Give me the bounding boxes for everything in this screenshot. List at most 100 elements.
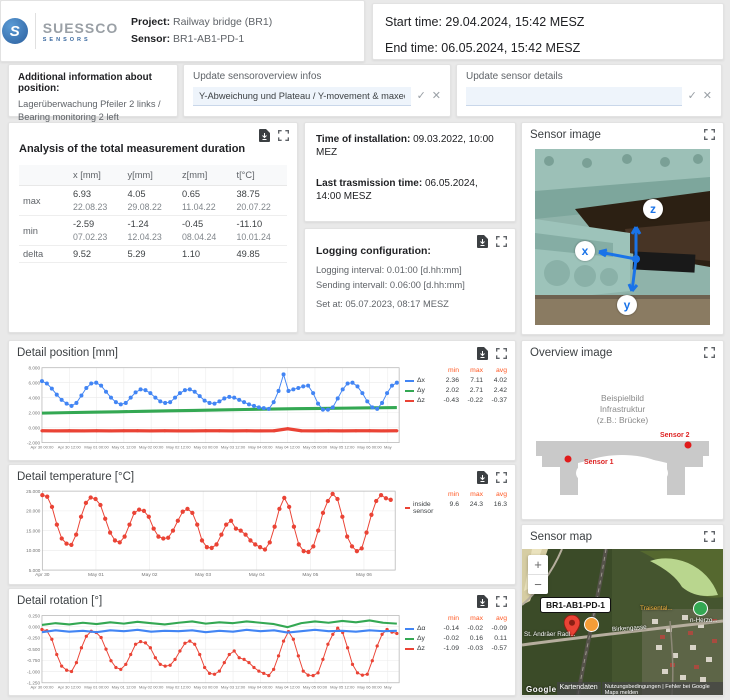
close-icon[interactable]: ✕: [702, 90, 712, 102]
svg-text:May 05 12:00: May 05 12:00: [330, 444, 355, 449]
legend-min: 2.36: [445, 377, 459, 384]
close-icon[interactable]: ✕: [431, 90, 441, 102]
legend-stat-header: min: [448, 367, 459, 374]
map-canvas[interactable]: + − BR1-AB1-PD-1 St. Andräer Radl... Bir…: [522, 549, 723, 695]
logo-divider: [34, 13, 36, 49]
sending-interval: Sending intervall: 0.06:00 [d.hh:mm]: [316, 280, 465, 290]
map-label-poi: Traisental...: [640, 605, 673, 612]
detail-temperature-card: Detail temperature [°C] 25.000 20.000 15.0…: [8, 464, 516, 585]
expand-icon[interactable]: [704, 531, 715, 542]
analysis-cell: 1.10: [182, 249, 201, 259]
analysis-cell: 9.52: [73, 249, 92, 259]
expand-icon[interactable]: [496, 596, 507, 607]
map-terms-link[interactable]: Nutzungsbedingungen | Fehler bei Google …: [601, 682, 723, 695]
svg-text:20.000: 20.000: [26, 509, 41, 514]
map-pin-icon[interactable]: [564, 615, 580, 637]
sensor-line: Sensor: BR1-AB1-PD-1: [131, 31, 272, 48]
overview-image-card: Overview image Beispielbild Infrastruktu…: [521, 340, 724, 520]
sensor-photo: z x y: [535, 149, 710, 325]
expand-icon[interactable]: [496, 472, 507, 483]
analysis-cell: 38.75 20.07.22: [236, 189, 271, 212]
sensor-pin-label[interactable]: BR1-AB1-PD-1: [540, 597, 612, 613]
axis-z-label: z: [643, 199, 663, 219]
place-pin-icon[interactable]: [693, 601, 708, 616]
svg-text:-0.500: -0.500: [27, 647, 40, 652]
expand-icon[interactable]: [496, 348, 507, 359]
poi-pin-icon[interactable]: [584, 617, 599, 632]
brand-name: SUESSCO: [42, 19, 119, 36]
legend-max: 2.71: [469, 387, 483, 394]
legend-series-label: Δy: [405, 387, 435, 394]
analysis-cell: 5.29: [127, 249, 146, 259]
analysis-col-header: x [mm]: [69, 165, 124, 186]
zoom-out-button[interactable]: −: [534, 577, 542, 592]
svg-text:-2.000: -2.000: [27, 440, 40, 445]
svg-text:6.000: 6.000: [29, 380, 41, 385]
svg-text:May 04: May 04: [249, 572, 265, 578]
file-export-icon[interactable]: [259, 129, 270, 142]
svg-text:May 02 00:00: May 02 00:00: [139, 444, 164, 449]
svg-text:Apr 30 00:00: Apr 30 00:00: [30, 685, 54, 690]
svg-text:Apr 30: Apr 30: [35, 572, 50, 578]
analysis-cell: -0.45 08.04.24: [182, 219, 217, 242]
map-zoom-control: + −: [528, 555, 548, 594]
legend-stat-header: avg: [496, 491, 507, 498]
sensor-image-card: Sensor image z x y: [521, 122, 724, 335]
analysis-col-header: t[°C]: [232, 165, 287, 186]
svg-text:-1.250: -1.250: [27, 680, 40, 685]
sensor2-dot[interactable]: [684, 441, 692, 449]
svg-text:May 05 12:00: May 05 12:00: [330, 685, 355, 690]
legend-series-label: inside sensor: [405, 501, 435, 515]
svg-text:25.000: 25.000: [26, 489, 41, 494]
update-details-input[interactable]: [466, 87, 682, 106]
svg-text:May: May: [384, 444, 392, 449]
svg-text:2.000: 2.000: [29, 410, 41, 415]
detail-rotation-card: Detail rotation [°] 0.250 0.000 -0.250 -0.5…: [8, 588, 516, 696]
analysis-title: Analysis of the total measurement durati…: [19, 143, 246, 155]
file-export-icon[interactable]: [477, 347, 488, 360]
analysis-row-label: max: [23, 195, 41, 206]
overview-image-title: Overview image: [530, 347, 613, 359]
expand-icon[interactable]: [496, 236, 507, 247]
svg-text:May 01 12:00: May 01 12:00: [112, 685, 137, 690]
rotation-chart: 0.250 0.000 -0.250 -0.500 -0.750 -1.000 -1.250…: [27, 613, 400, 690]
file-export-icon[interactable]: [477, 595, 488, 608]
update-overview-input[interactable]: [193, 87, 411, 106]
installation-time-value: 09.03.2022, 10:00 MEZ: [316, 134, 494, 158]
temperature-legend: min max avg inside sensor 9.6 24.3 16.3: [405, 491, 507, 584]
svg-text:May 03 12:00: May 03 12:00: [221, 685, 246, 690]
svg-text:May 01 00:00: May 01 00:00: [84, 444, 109, 449]
sensor-value: BR1-AB1-PD-1: [173, 33, 245, 45]
analysis-table: x [mm] y[mm] z[mm] t[°C] max 6.93 22.08.23 4.05…: [19, 165, 287, 263]
expand-icon[interactable]: [704, 347, 715, 358]
end-time: End time: 06.05.2024, 15:42 MESZ: [385, 41, 581, 55]
project-value: Railway bridge (BR1): [173, 16, 273, 28]
expand-icon[interactable]: [278, 130, 289, 141]
file-export-icon[interactable]: [477, 235, 488, 248]
confirm-icon[interactable]: ✓: [687, 90, 697, 102]
svg-text:May: May: [384, 685, 392, 690]
sensor-map-title: Sensor map: [530, 531, 593, 543]
legend-min: -0.43: [443, 397, 460, 404]
additional-info-value-line1: Lagerüberwachung Pfeiler 2 links /: [18, 99, 161, 109]
confirm-icon[interactable]: ✓: [416, 90, 426, 102]
legend-series-label: Δz: [405, 397, 435, 404]
file-export-icon[interactable]: [477, 471, 488, 484]
svg-text:15.000: 15.000: [26, 528, 41, 533]
analysis-card: Analysis of the total measurement durati…: [8, 122, 298, 333]
legend-series-label: Δy: [405, 635, 435, 642]
svg-text:5.000: 5.000: [29, 568, 41, 573]
legend-max: -0.03: [467, 645, 484, 652]
zoom-in-button[interactable]: +: [534, 557, 542, 572]
svg-text:10.000: 10.000: [26, 548, 41, 553]
overview-caption: Beispielbild Infrastruktur (z.B.: Brücke…: [522, 393, 723, 426]
svg-text:May 01 00:00: May 01 00:00: [84, 685, 109, 690]
series-color-dash: [405, 627, 414, 630]
svg-text:May 06 00:00: May 06 00:00: [357, 444, 382, 449]
series-color-dash: [405, 379, 414, 382]
map-attribution: Google Kartendaten Nutzungsbedingungen |…: [522, 682, 723, 695]
expand-icon[interactable]: [704, 129, 715, 140]
last-transmission-value: 06.05.2024, 14:00 MESZ: [316, 178, 478, 202]
sensor1-dot[interactable]: [564, 455, 572, 463]
